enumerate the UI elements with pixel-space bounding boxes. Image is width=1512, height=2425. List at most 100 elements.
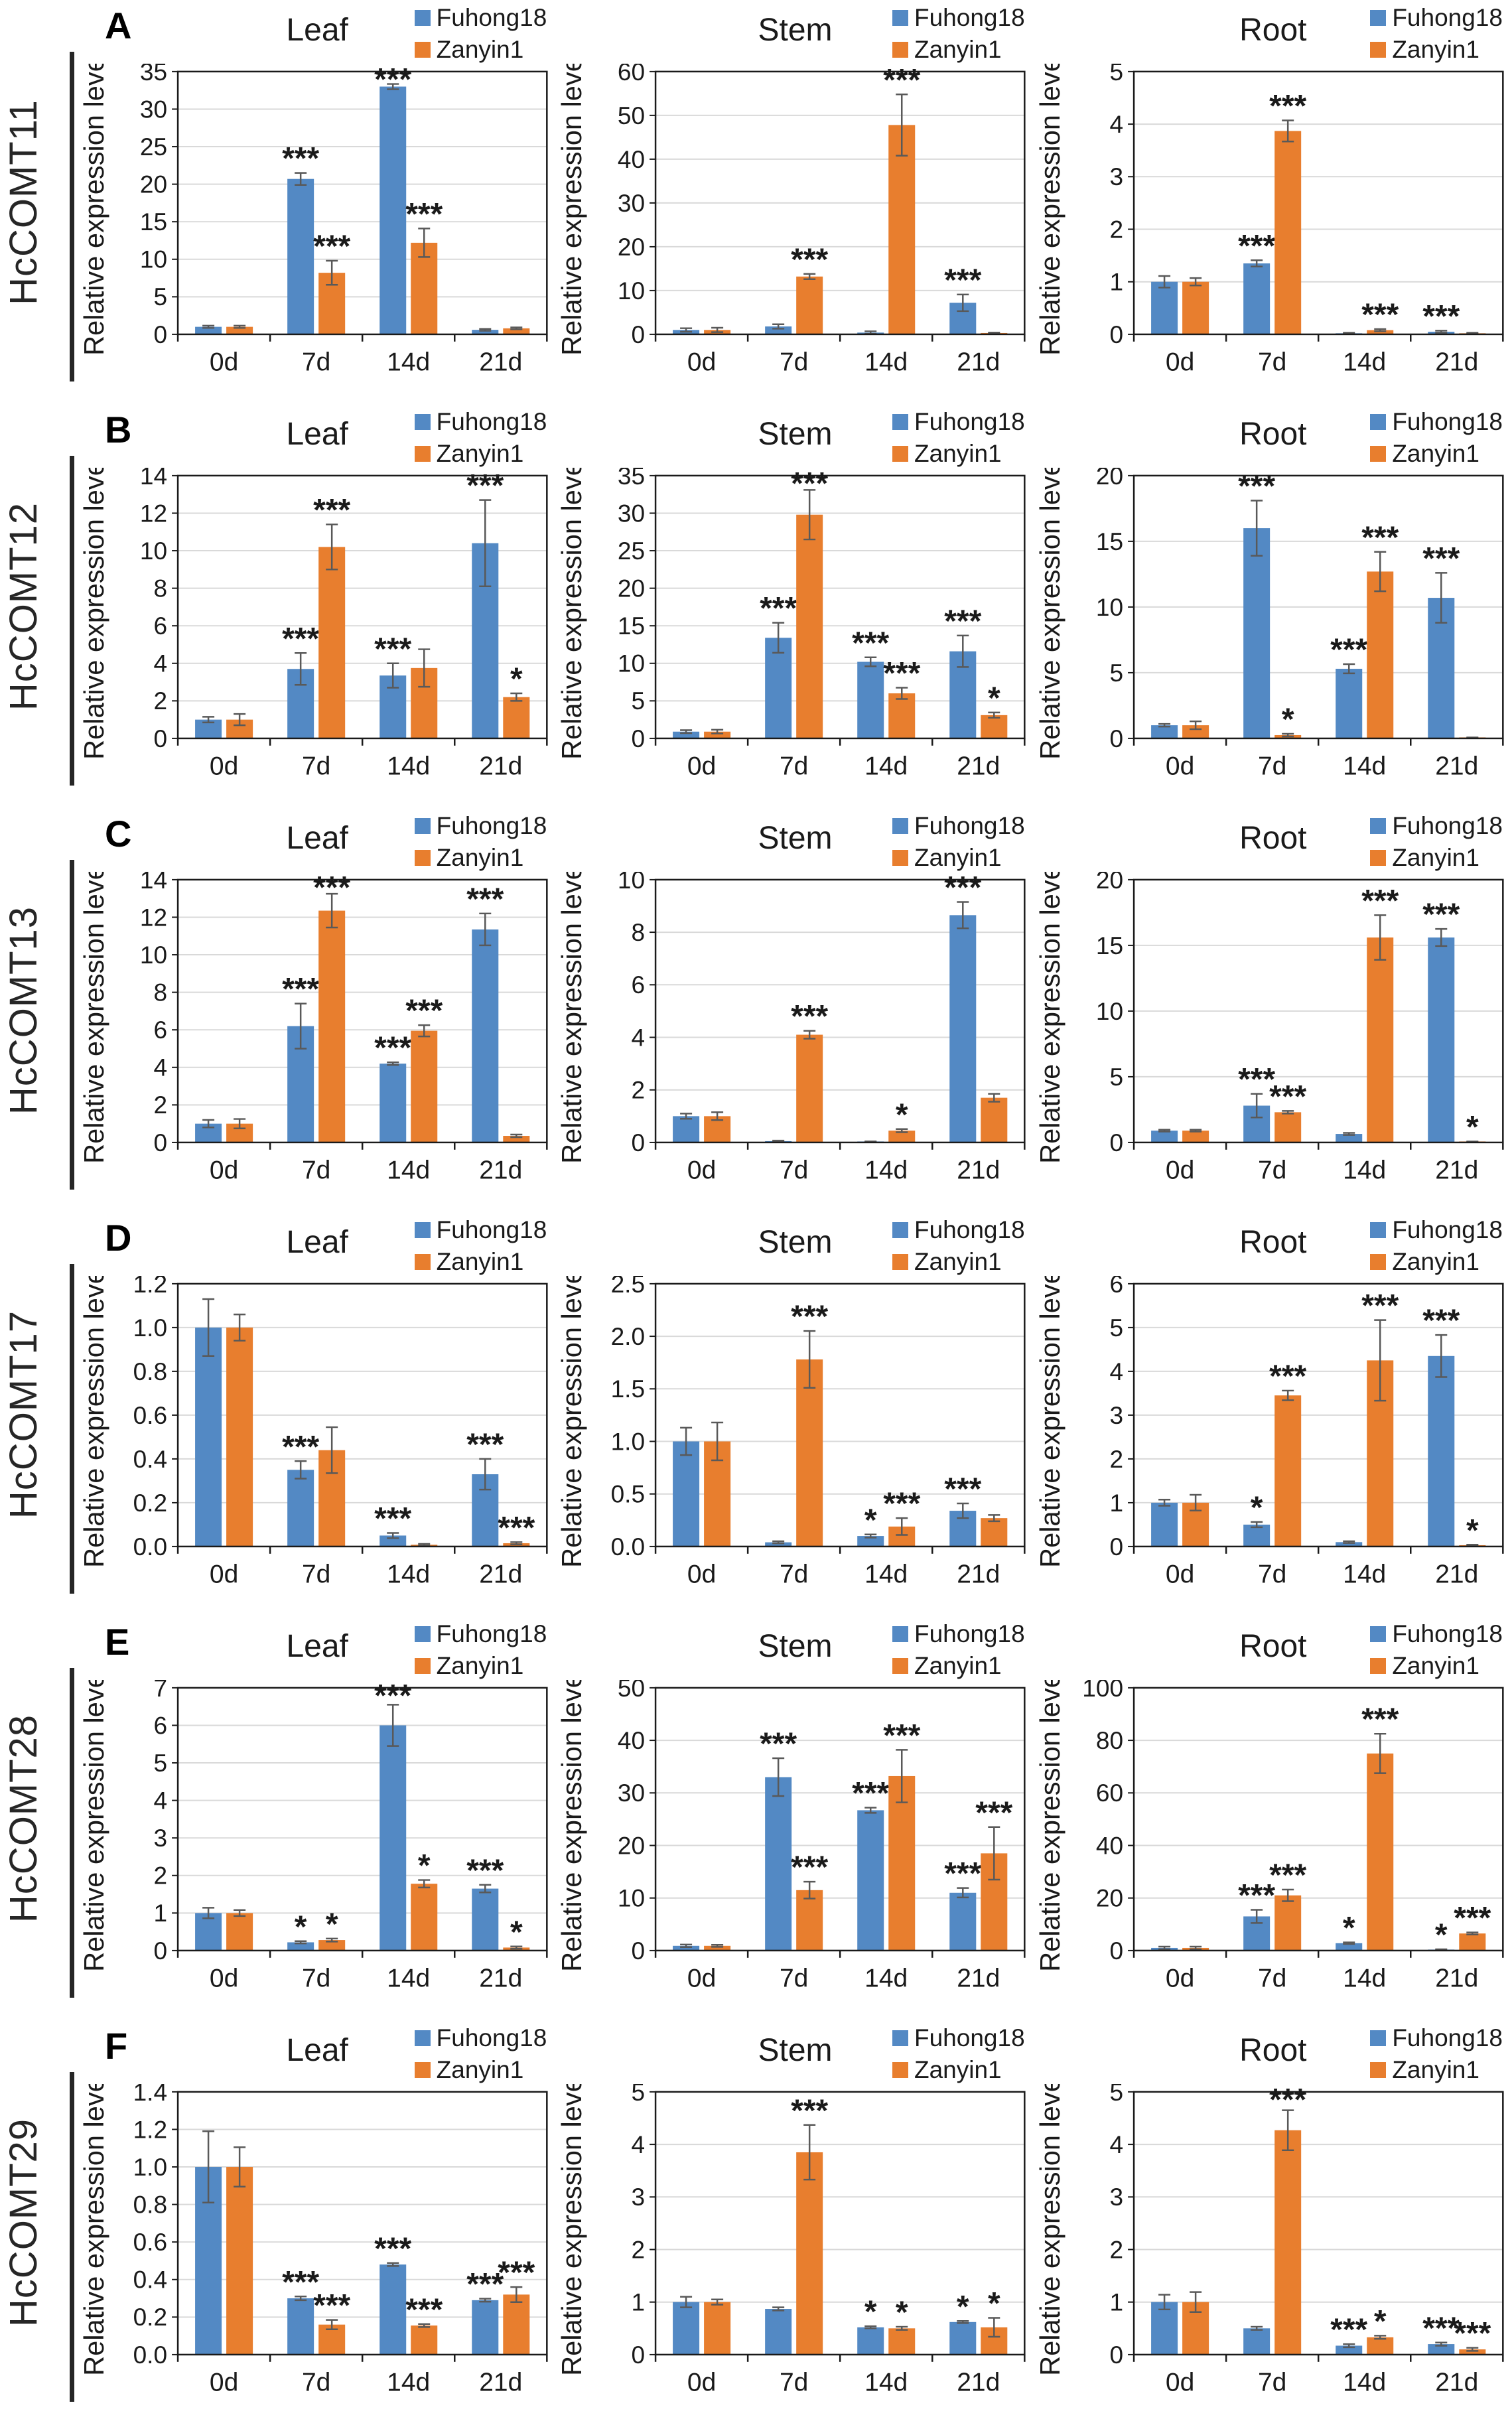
panel-header: Stem Fuhong18 Zanyin1 — [556, 2023, 1034, 2084]
y-tick-label: 5 — [153, 1750, 167, 1777]
legend: Fuhong18 Zanyin1 — [1370, 408, 1503, 468]
x-tick-label: 14d — [1343, 1560, 1386, 1589]
significance-label: *** — [853, 626, 890, 661]
bar-chart-F-stem: 0 1 2 3 4 5 0d 7d 14d 21d Relative expression leve… — [556, 2084, 1026, 2396]
y-tick-label: 12 — [140, 500, 167, 527]
significance-label: *** — [374, 1030, 411, 1066]
figure-row-A: HcCOMT11 A Leaf Fuhong18 Zanyin1 0 5 10 15 20 25 30… — [0, 0, 1512, 404]
plot-border — [176, 878, 548, 1144]
x-tick-label: 14d — [1343, 348, 1386, 377]
significance-label: * — [418, 1848, 431, 1884]
y-tick-label: 0 — [632, 321, 646, 348]
y-tick-label: 1.2 — [133, 2116, 167, 2144]
y-tick-label: 30 — [140, 96, 167, 123]
y-tick-label: 15 — [140, 208, 167, 236]
significance-label: *** — [1361, 1702, 1399, 1737]
significance-label: *** — [374, 2231, 411, 2266]
legend-item-zanyin1: Zanyin1 — [414, 36, 547, 64]
significance-label: * — [1281, 702, 1294, 737]
y-tick-label: 2 — [632, 1077, 646, 1104]
y-tick-label: 0 — [1109, 725, 1123, 752]
legend-label: Fuhong18 — [914, 4, 1025, 31]
panel-F-leaf: F Leaf Fuhong18 Zanyin1 0.0 0.2 0.4 0.6 0.8 1.0 1.… — [78, 2020, 556, 2424]
y-axis-label: Relative expression level — [78, 872, 109, 1164]
legend-swatch-fuhong18 — [892, 818, 908, 834]
y-tick-label: 3 — [153, 1825, 167, 1852]
legend-label: Zanyin1 — [914, 1652, 1002, 1679]
y-tick-label: 0.6 — [133, 1402, 167, 1429]
x-tick-label: 14d — [865, 1965, 908, 1993]
bar-zanyin1-14d — [411, 2325, 438, 2355]
y-tick-label: 2 — [632, 2237, 646, 2264]
legend-item-zanyin1: Zanyin1 — [1370, 2056, 1503, 2084]
legend: Fuhong18 Zanyin1 — [414, 408, 547, 468]
y-tick-label: 30 — [618, 190, 645, 217]
y-tick-label: 30 — [618, 500, 645, 527]
bar-chart-D-leaf: 0.0 0.2 0.4 0.6 0.8 1.0 1.2 0d 7d 14d 21d Relative … — [78, 1276, 548, 1588]
significance-label: *** — [884, 656, 921, 691]
x-tick-label: 21d — [1435, 1156, 1478, 1185]
plot-border — [655, 2091, 1026, 2356]
bar-zanyin1-0d — [226, 1913, 253, 1951]
bar-zanyin1-21d — [503, 328, 530, 334]
panel-title: Stem — [758, 1629, 833, 1664]
legend-item-fuhong18: Fuhong18 — [892, 1620, 1025, 1648]
significance-label: *** — [1361, 1288, 1399, 1324]
bar-fuhong18-14d — [857, 661, 884, 738]
legend-label: Fuhong18 — [914, 812, 1025, 839]
x-tick-label: 0d — [210, 1156, 238, 1185]
bar-fuhong18-21d — [472, 330, 499, 334]
significance-label: *** — [853, 1776, 890, 1811]
legend-item-zanyin1: Zanyin1 — [892, 1652, 1025, 1680]
y-tick-label: 0.0 — [611, 1533, 645, 1560]
y-tick-label: 0.2 — [133, 1490, 167, 1517]
x-tick-label: 21d — [479, 348, 522, 377]
x-tick-label: 7d — [1258, 2369, 1286, 2397]
significance-label: *** — [282, 141, 319, 176]
significance-label: *** — [791, 1850, 828, 1885]
x-tick-label: 7d — [780, 1965, 808, 1993]
bar-fuhong18-0d — [673, 731, 700, 738]
y-tick-label: 0 — [632, 2341, 646, 2369]
significance-label: *** — [1422, 897, 1460, 932]
y-tick-label: 2 — [153, 687, 167, 715]
bar-zanyin1-0d — [226, 326, 253, 334]
gene-column-HcCOMT11: HcCOMT11 — [0, 0, 78, 404]
x-tick-label: 21d — [479, 1965, 522, 1993]
figure-row-B: HcCOMT12 B Leaf Fuhong18 Zanyin1 0 2 4 6 8 10 12 14 0… — [0, 404, 1512, 808]
y-tick-label: 5 — [632, 687, 646, 715]
panel-title: Stem — [758, 2033, 833, 2068]
panel-title: Root — [1239, 1629, 1307, 1664]
legend-item-fuhong18: Fuhong18 — [414, 2024, 547, 2052]
gene-bracket-line — [70, 860, 74, 1190]
bar-fuhong18-7d — [765, 638, 792, 738]
panel-letter-C: C — [105, 813, 132, 855]
bar-fuhong18-21d — [1427, 937, 1454, 1143]
bar-fuhong18-14d — [379, 1064, 407, 1143]
significance-label: *** — [945, 1856, 982, 1892]
bar-fuhong18-14d — [379, 1535, 407, 1547]
bar-fuhong18-14d — [379, 1725, 407, 1951]
significance-label: *** — [945, 263, 982, 298]
legend-label: Fuhong18 — [1392, 2024, 1503, 2051]
panel-header: E Leaf Fuhong18 Zanyin1 — [78, 1619, 556, 1680]
x-tick-label: 14d — [865, 1156, 908, 1185]
bar-zanyin1-14d — [1366, 937, 1393, 1143]
significance-label: *** — [791, 468, 828, 502]
legend: Fuhong18 Zanyin1 — [414, 812, 547, 872]
legend-swatch-zanyin1 — [1370, 1658, 1387, 1674]
bar-fuhong18-21d — [472, 929, 499, 1143]
bar-chart-F-leaf: 0.0 0.2 0.4 0.6 0.8 1.0 1.2 1.4 0d 7d 14d 21d Relati… — [78, 2084, 548, 2396]
significance-label: *** — [313, 493, 350, 528]
significance-label: *** — [1330, 2312, 1367, 2347]
significance-label: *** — [405, 2292, 443, 2327]
plot-border — [655, 878, 1026, 1144]
y-tick-label: 2.0 — [611, 1323, 645, 1350]
bar-fuhong18-7d — [1243, 528, 1270, 738]
y-tick-label: 1.0 — [611, 1428, 645, 1456]
legend-label: Fuhong18 — [436, 4, 547, 31]
plot-border — [1133, 1687, 1504, 1952]
y-tick-label: 1.0 — [133, 2154, 167, 2181]
bar-zanyin1-7d — [796, 1890, 823, 1951]
significance-label: * — [896, 1097, 908, 1133]
